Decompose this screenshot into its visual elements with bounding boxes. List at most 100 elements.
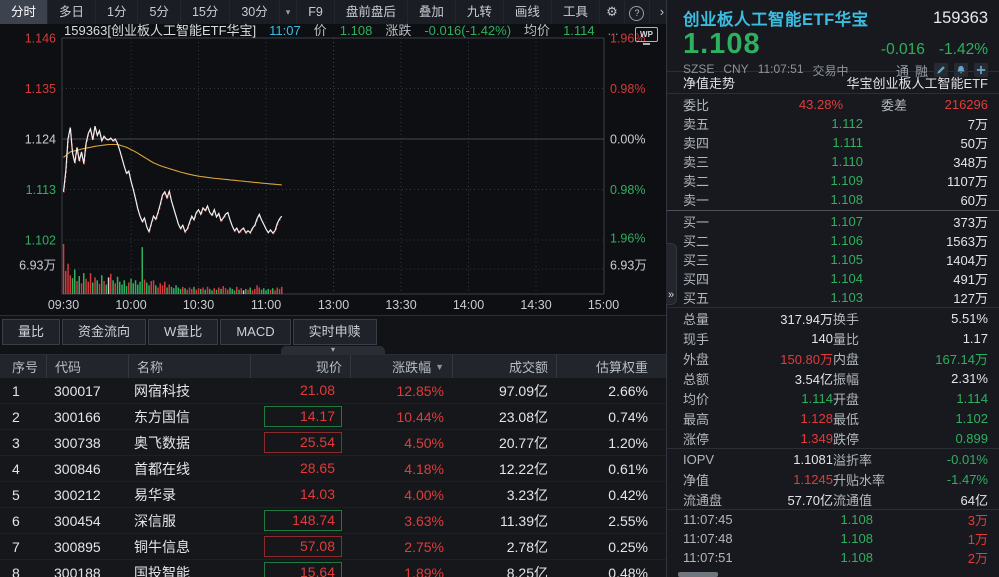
period-tab[interactable]: 分时 [0, 0, 49, 24]
cell-change: 4.50% [404, 434, 444, 451]
svg-text:10:30: 10:30 [183, 298, 214, 312]
indicator-tab[interactable]: 实时申赎 [292, 319, 377, 345]
horizontal-scrollbar[interactable] [678, 572, 718, 577]
toolbar-button[interactable]: 工具 [552, 0, 600, 24]
table-row[interactable]: 5 300212 易华录 14.03 4.00% 3.23亿 0.42% [0, 482, 666, 508]
toolbar-button[interactable]: 盘前盘后 [335, 0, 408, 24]
stats-row: 最高 1.128 最低 1.102 [683, 410, 988, 427]
minute-chart[interactable]: 1.146 1.135 1.124 1.113 1.102 6.93万 1.96% 0.98%… [0, 24, 666, 315]
indicator-tab[interactable]: 量比 [2, 319, 61, 345]
cell-code: 300212 [54, 486, 101, 503]
chart-avg-price: 1.114 [563, 23, 595, 38]
cell-name: 东方国信 [134, 408, 190, 425]
indicator-tab[interactable]: MACD [220, 319, 291, 345]
tick-row[interactable]: 11:07:51 1.108 2万 [667, 548, 999, 567]
cell-weight: 0.48% [608, 564, 648, 577]
cell-seq: 8 [12, 564, 20, 577]
table-row[interactable]: 8 300188 国投智能 15.64 1.89% 8.25亿 0.48% [0, 560, 666, 577]
instrument-name: 创业板人工智能ETF华宝 [683, 11, 869, 29]
ask-row[interactable]: 卖三 1.110 348万 [683, 154, 988, 170]
iopv-section: IOPV 1.1081 溢折率 -0.01% 净值 1.1245 升贴水率 -1… [667, 448, 999, 509]
bid-row[interactable]: 买三 1.105 1404万 [683, 252, 988, 268]
cell-seq: 5 [12, 486, 20, 503]
tick-time: 11:07:45 [683, 512, 733, 527]
add-plus-icon[interactable] [974, 63, 988, 77]
col-seq[interactable]: 序号 [12, 360, 39, 375]
table-row[interactable]: 4 300846 首都在线 28.65 4.18% 12.22亿 0.61% [0, 456, 666, 482]
sort-desc-icon: ▼ [435, 361, 444, 372]
period-tab[interactable]: 15分 [181, 0, 231, 24]
ask-row[interactable]: 卖二 1.109 1107万 [683, 173, 988, 189]
bid-volume: 491万 [953, 272, 988, 287]
period-tab[interactable]: 30分 [230, 0, 280, 24]
collapse-panel-handle[interactable]: ▾ [281, 346, 385, 355]
table-row[interactable]: 7 300895 铜牛信息 57.08 2.75% 2.78亿 0.25% [0, 534, 666, 560]
toolbar-button[interactable]: 叠加 [408, 0, 456, 24]
period-tab[interactable]: 5分 [138, 0, 181, 24]
svg-text:13:00: 13:00 [318, 298, 349, 312]
toolbar-button[interactable]: F9 [297, 0, 335, 24]
table-row[interactable]: 1 300017 网宿科技 21.08 12.85% 97.09亿 2.66% [0, 378, 666, 404]
tick-row[interactable]: 11:07:45 1.108 3万 [667, 510, 999, 529]
toolbar-button[interactable]: 九转 [456, 0, 504, 24]
svg-text:1.102: 1.102 [25, 234, 56, 248]
svg-text:1.124: 1.124 [25, 133, 56, 147]
table-row[interactable]: 6 300454 深信服 148.74 3.63% 11.39亿 2.55% [0, 508, 666, 534]
bid-row[interactable]: 买四 1.104 491万 [683, 271, 988, 287]
table-header: 序号 代码 名称 现价 涨跌幅 ▼ 成交额 估算权重 [0, 355, 666, 378]
period-toolbar: 分时 多日 1分 5分 15分 30分 ▾ F9 盘前盘后 叠加 九转 画线 工… [0, 0, 675, 25]
ask-price: 1.109 [830, 173, 863, 188]
help-icon[interactable]: ? [625, 0, 650, 24]
ask-row[interactable]: 卖四 1.111 50万 [683, 135, 988, 151]
minute-chart-area: 159363[创业板人工智能ETF华宝] 11:07 价 1.108 涨跌 -0… [0, 24, 666, 315]
svg-text:15:00: 15:00 [588, 298, 619, 312]
settings-gear-icon[interactable]: ⚙ [600, 0, 625, 24]
cell-code: 300188 [54, 564, 101, 577]
last-price: 1.108 [683, 28, 761, 60]
bid-row[interactable]: 买一 1.107 373万 [683, 214, 988, 230]
tick-price: 1.108 [840, 512, 873, 527]
panel-collapse-handle[interactable]: » [666, 243, 677, 305]
cell-weight: 0.42% [608, 486, 648, 503]
table-row[interactable]: 2 300166 东方国信 14.17 10.44% 23.08亿 0.74% [0, 404, 666, 430]
table-row[interactable]: 3 300738 奥飞数据 25.54 4.50% 20.77亿 1.20% [0, 430, 666, 456]
toolbar-button[interactable]: 画线 [504, 0, 552, 24]
iopv-row: IOPV 1.1081 溢折率 -0.01% [683, 451, 988, 468]
cell-change: 1.89% [404, 564, 444, 577]
col-turnover[interactable]: 成交额 [452, 355, 556, 378]
bid-price: 1.106 [830, 233, 863, 248]
bid-row[interactable]: 买五 1.103 127万 [683, 290, 988, 306]
col-change-sort[interactable]: 涨跌幅 ▼ [350, 355, 452, 378]
cell-seq: 1 [12, 382, 20, 399]
bid-price: 1.107 [830, 214, 863, 229]
period-tab[interactable]: 1分 [96, 0, 139, 24]
period-dropdown-caret-icon[interactable]: ▾ [280, 0, 298, 24]
col-code[interactable]: 代码 [46, 355, 128, 378]
wp-widget-icon[interactable]: WP [634, 27, 659, 45]
svg-text:1.146: 1.146 [25, 32, 56, 46]
col-price[interactable]: 现价 [250, 355, 350, 378]
col-weight[interactable]: 估算权重 [556, 355, 666, 378]
edit-pencil-icon[interactable] [934, 63, 948, 77]
order-book: 卖五 1.112 7万 卖四 1.111 50万 卖三 1.110 348万 [667, 114, 999, 307]
alert-bell-icon[interactable] [954, 63, 968, 77]
ask-row[interactable]: 卖一 1.108 60万 [683, 192, 988, 208]
bid-ask-divider [667, 210, 999, 211]
cell-turnover: 97.09亿 [498, 382, 548, 399]
chart-more-icon[interactable]: ... [607, 23, 619, 38]
period-tab[interactable]: 多日 [48, 0, 97, 24]
ask-row[interactable]: 卖五 1.112 7万 [683, 116, 988, 132]
chart-header: 159363[创业板人工智能ETF华宝] 11:07 价 1.108 涨跌 -0… [64, 23, 619, 38]
trading-status: 交易中 [812, 63, 849, 78]
margin-tag-tong: 通 [895, 63, 909, 79]
tick-row[interactable]: 11:07:48 1.108 1万 [667, 529, 999, 548]
ask-price: 1.108 [830, 192, 863, 207]
indicator-tab[interactable]: W量比 [148, 319, 219, 345]
cell-name: 易华录 [134, 486, 176, 503]
stats-row: 总额 3.54亿 振幅 2.31% [683, 370, 988, 387]
bid-row[interactable]: 买二 1.106 1563万 [683, 233, 988, 249]
chart-time: 11:07 [269, 23, 301, 38]
col-name[interactable]: 名称 [128, 355, 250, 378]
nav-value-link[interactable]: 净值走势 华宝创业板人工智能ETF [667, 71, 999, 94]
indicator-tab[interactable]: 资金流向 [62, 319, 147, 345]
